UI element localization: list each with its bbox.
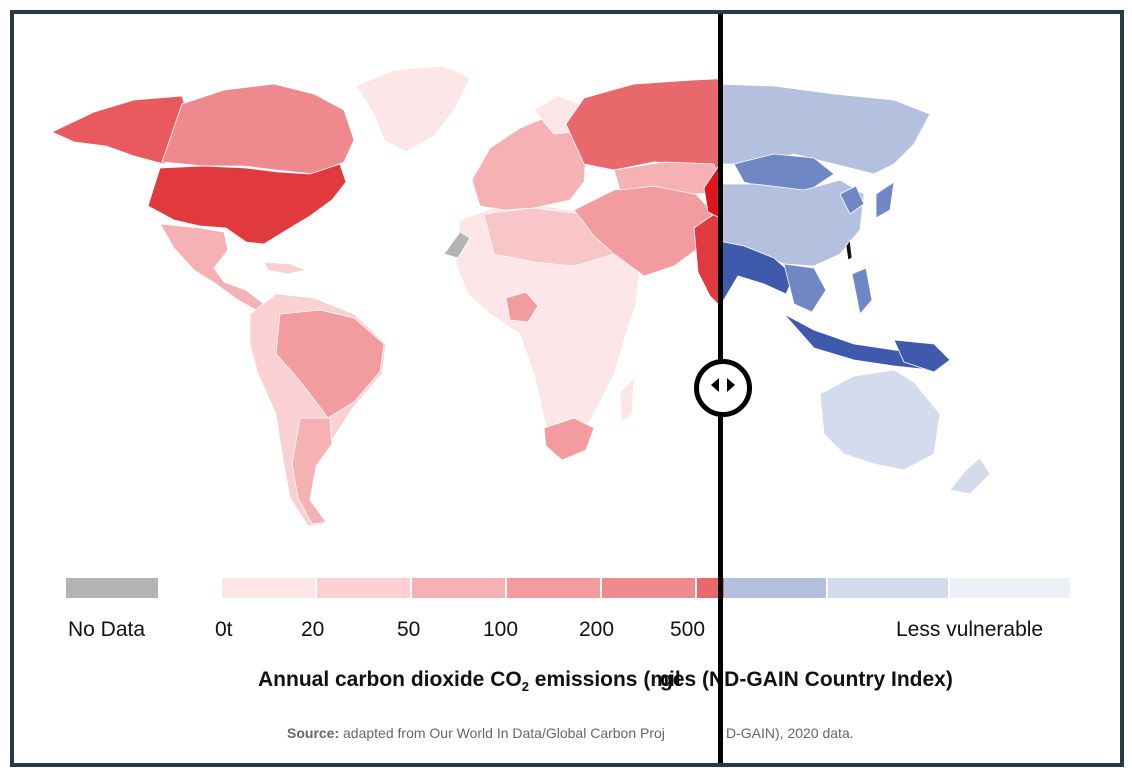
region-korea-japan	[839, 181, 895, 219]
caption-left: Annual carbon dioxide CO2 emissions (mil	[258, 668, 681, 695]
legend-no-data-swatch	[66, 578, 158, 598]
region-south-asia	[720, 240, 795, 307]
legend-blue-swatch-2	[950, 578, 1070, 598]
co2-emissions-map	[51, 65, 720, 527]
legend-red-swatch-0	[222, 578, 315, 598]
region-australia	[819, 369, 941, 471]
region-south-africa	[543, 417, 595, 461]
region-western-sahara	[443, 231, 471, 259]
legend-red-swatch-4	[602, 578, 695, 598]
legend-blue-swatches	[724, 578, 1070, 598]
arrow-right-icon	[727, 378, 735, 392]
region-europe	[471, 113, 587, 211]
legend-no-data-label: No Data	[68, 618, 146, 641]
region-new-zealand	[949, 457, 991, 495]
legend-red-swatch-2	[412, 578, 505, 598]
legend-color-bar	[66, 578, 1070, 598]
region-greenland	[355, 65, 471, 153]
region-brazil	[275, 309, 385, 419]
legend-tick-500: 500	[670, 618, 706, 641]
legend-blue-swatch-1	[828, 578, 948, 598]
region-philippines	[851, 267, 873, 315]
legend-tick-100: 100	[483, 618, 519, 641]
region-usa	[147, 163, 347, 245]
region-mexico	[159, 223, 265, 313]
legend-blue-swatch-0	[724, 578, 826, 598]
legend-tick-0: 0t	[215, 618, 233, 641]
source-note: Source: adapted from Our World In Data/G…	[287, 725, 665, 741]
legend-tick-50: 50	[397, 618, 421, 641]
region-mongolia	[733, 153, 835, 191]
legend-tick-200: 200	[579, 618, 615, 641]
legend-less-vulnerable-label: Less vulnerable	[896, 618, 1044, 641]
region-taiwan	[845, 238, 853, 261]
region-southeast-asia	[783, 263, 827, 313]
region-new-guinea	[893, 339, 951, 373]
region-china-edge	[703, 163, 720, 219]
comparison-slider-handle[interactable]	[694, 359, 752, 417]
arrow-left-icon	[711, 378, 719, 392]
legend-tick-20: 20	[301, 618, 325, 641]
region-argentina	[291, 417, 333, 525]
region-madagascar	[619, 376, 635, 423]
legend-red-swatches	[222, 578, 790, 598]
legend-red-swatch-3	[507, 578, 600, 598]
world-map	[51, 65, 991, 527]
source-note-right: D-GAIN), 2020 data.	[726, 725, 854, 741]
vulnerability-map	[720, 83, 991, 495]
region-canada	[161, 83, 355, 175]
region-caribbean	[263, 261, 308, 275]
legend-red-swatch-1	[317, 578, 410, 598]
region-russia	[565, 78, 720, 171]
map-comparison-frame: No Data 0t 20 50 100 200 500 Less vulner…	[10, 10, 1124, 767]
region-nigeria	[505, 291, 539, 323]
caption-right: ges (ND-GAIN Country Index)	[660, 668, 953, 691]
